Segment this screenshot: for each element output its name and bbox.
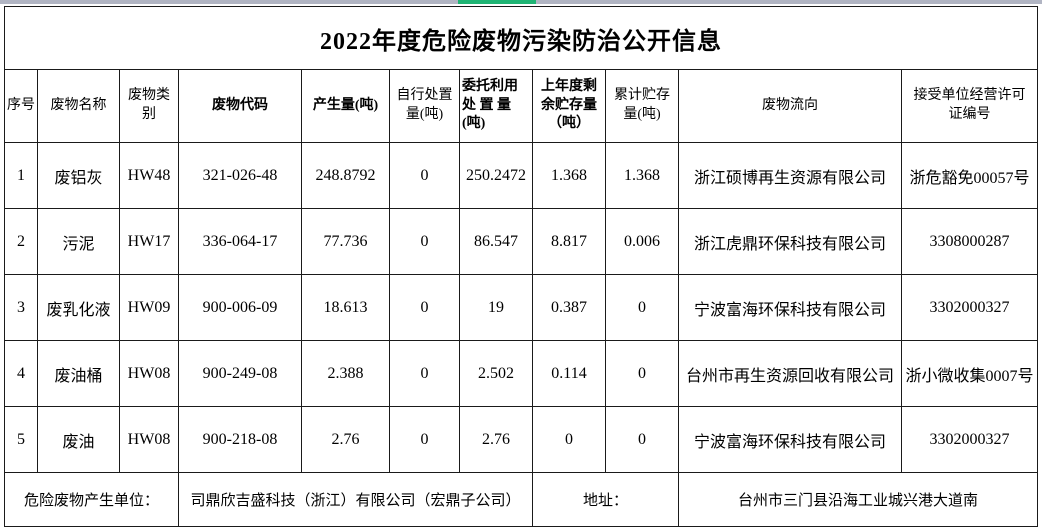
cell-production: 2.76 bbox=[301, 406, 390, 473]
top-progress-bar bbox=[0, 0, 1042, 4]
cell-entrusted-disposal: 86.547 bbox=[459, 208, 533, 275]
producer-label: 危险废物产生单位： bbox=[4, 472, 179, 527]
cell-waste-category: HW09 bbox=[119, 274, 179, 341]
cell-waste-name: 废油 bbox=[37, 406, 120, 473]
address-value: 台州市三门县沿海工业城兴港大道南 bbox=[678, 472, 1038, 527]
cell-serial: 5 bbox=[4, 406, 38, 473]
cell-production: 2.388 bbox=[301, 340, 390, 407]
cell-waste-code: 900-218-08 bbox=[178, 406, 302, 473]
cell-waste-flow: 宁波富海环保科技有限公司 bbox=[678, 274, 902, 341]
table-header-row: 序号 废物名称 废物类 别 废物代码 产生量(吨) 自行处置 量(吨) 委托利用… bbox=[4, 69, 1038, 143]
cell-waste-flow: 浙江虎鼎环保科技有限公司 bbox=[678, 208, 902, 275]
cell-self-disposal: 0 bbox=[389, 340, 460, 407]
title-row: 2022年度危险废物污染防治公开信息 bbox=[4, 6, 1038, 70]
col-header-production: 产生量(吨) bbox=[301, 69, 390, 143]
cell-serial: 1 bbox=[4, 142, 38, 209]
waste-info-table: 2022年度危险废物污染防治公开信息 序号 废物名称 废物类 别 废物代码 产生… bbox=[4, 6, 1038, 527]
col-header-waste-flow: 废物流向 bbox=[678, 69, 902, 143]
col-header-license-number: 接受单位经营许可 证编号 bbox=[901, 69, 1038, 143]
table-row: 2 污泥 HW17 336-064-17 77.736 0 86.547 8.8… bbox=[4, 208, 1038, 275]
col-header-waste-code: 废物代码 bbox=[178, 69, 302, 143]
cell-serial: 3 bbox=[4, 274, 38, 341]
table-row: 3 废乳化液 HW09 900-006-09 18.613 0 19 0.387… bbox=[4, 274, 1038, 341]
col-header-entrusted-disposal: 委托利用 处 置 量 (吨) bbox=[459, 69, 533, 143]
table-footer-row: 危险废物产生单位： 司鼎欣吉盛科技（浙江）有限公司（宏鼎子公司） 地址： 台州市… bbox=[4, 472, 1038, 527]
cell-waste-code: 900-249-08 bbox=[178, 340, 302, 407]
cell-waste-category: HW17 bbox=[119, 208, 179, 275]
cell-waste-name: 废油桶 bbox=[37, 340, 120, 407]
cell-cumulative-storage: 0.006 bbox=[605, 208, 679, 275]
cell-self-disposal: 0 bbox=[389, 274, 460, 341]
cell-waste-flow: 台州市再生资源回收有限公司 bbox=[678, 340, 902, 407]
table-row: 5 废油 HW08 900-218-08 2.76 0 2.76 0 0 宁波富… bbox=[4, 406, 1038, 473]
cell-waste-name: 污泥 bbox=[37, 208, 120, 275]
cell-waste-category: HW08 bbox=[119, 406, 179, 473]
cell-prev-year-storage: 1.368 bbox=[532, 142, 606, 209]
table-row: 1 废铝灰 HW48 321-026-48 248.8792 0 250.247… bbox=[4, 142, 1038, 209]
col-header-prev-year-storage: 上年度剩 余贮存量 （吨） bbox=[532, 69, 606, 143]
cell-waste-flow: 宁波富海环保科技有限公司 bbox=[678, 406, 902, 473]
col-header-waste-name: 废物名称 bbox=[37, 69, 120, 143]
address-label: 地址： bbox=[532, 472, 679, 527]
col-header-self-disposal: 自行处置 量(吨) bbox=[389, 69, 460, 143]
cell-cumulative-storage: 1.368 bbox=[605, 142, 679, 209]
cell-self-disposal: 0 bbox=[389, 142, 460, 209]
cell-waste-code: 321-026-48 bbox=[178, 142, 302, 209]
cell-entrusted-disposal: 250.2472 bbox=[459, 142, 533, 209]
cell-self-disposal: 0 bbox=[389, 208, 460, 275]
col-header-waste-category: 废物类 别 bbox=[119, 69, 179, 143]
cell-waste-category: HW08 bbox=[119, 340, 179, 407]
cell-waste-flow: 浙江硕博再生资源有限公司 bbox=[678, 142, 902, 209]
cell-waste-code: 336-064-17 bbox=[178, 208, 302, 275]
cell-entrusted-disposal: 2.502 bbox=[459, 340, 533, 407]
cell-prev-year-storage: 0.114 bbox=[532, 340, 606, 407]
cell-serial: 2 bbox=[4, 208, 38, 275]
col-header-serial: 序号 bbox=[4, 69, 38, 143]
cell-waste-code: 900-006-09 bbox=[178, 274, 302, 341]
cell-production: 77.736 bbox=[301, 208, 390, 275]
cell-production: 248.8792 bbox=[301, 142, 390, 209]
cell-license-number: 浙危豁免00057号 bbox=[901, 142, 1038, 209]
cell-prev-year-storage: 8.817 bbox=[532, 208, 606, 275]
cell-serial: 4 bbox=[4, 340, 38, 407]
page-title: 2022年度危险废物污染防治公开信息 bbox=[4, 6, 1038, 70]
cell-waste-category: HW48 bbox=[119, 142, 179, 209]
cell-waste-name: 废乳化液 bbox=[37, 274, 120, 341]
cell-self-disposal: 0 bbox=[389, 406, 460, 473]
cell-prev-year-storage: 0.387 bbox=[532, 274, 606, 341]
cell-license-number: 3308000287 bbox=[901, 208, 1038, 275]
table-row: 4 废油桶 HW08 900-249-08 2.388 0 2.502 0.11… bbox=[4, 340, 1038, 407]
col-header-cumulative-storage: 累计贮存 量(吨) bbox=[605, 69, 679, 143]
cell-cumulative-storage: 0 bbox=[605, 406, 679, 473]
cell-license-number: 浙小微收集0007号 bbox=[901, 340, 1038, 407]
cell-production: 18.613 bbox=[301, 274, 390, 341]
cell-cumulative-storage: 0 bbox=[605, 274, 679, 341]
cell-prev-year-storage: 0 bbox=[532, 406, 606, 473]
cell-license-number: 3302000327 bbox=[901, 406, 1038, 473]
cell-license-number: 3302000327 bbox=[901, 274, 1038, 341]
cell-entrusted-disposal: 19 bbox=[459, 274, 533, 341]
cell-waste-name: 废铝灰 bbox=[37, 142, 120, 209]
cell-cumulative-storage: 0 bbox=[605, 340, 679, 407]
cell-entrusted-disposal: 2.76 bbox=[459, 406, 533, 473]
producer-value: 司鼎欣吉盛科技（浙江）有限公司（宏鼎子公司） bbox=[178, 472, 533, 527]
progress-indicator bbox=[458, 0, 536, 4]
